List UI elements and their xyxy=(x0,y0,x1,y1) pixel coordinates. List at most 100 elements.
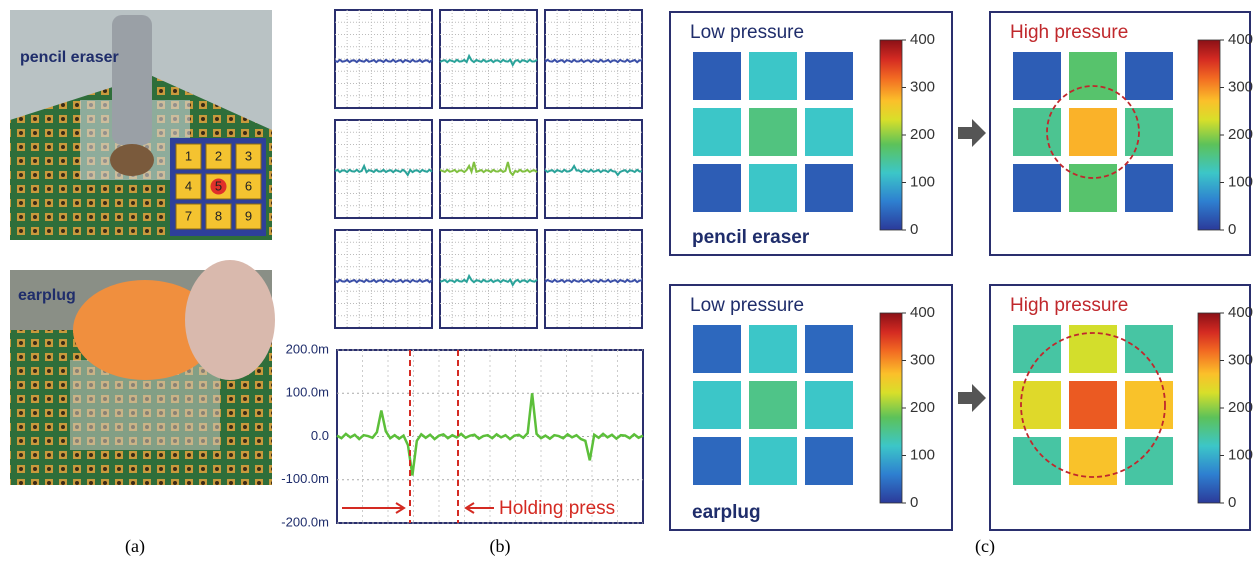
y-tick-label: -100.0m xyxy=(281,471,329,486)
scope-thumbnail xyxy=(334,229,433,329)
heatmap-cell xyxy=(1069,164,1117,212)
colorbar-tick-label: 0 xyxy=(910,221,918,238)
scope-trace xyxy=(544,58,643,64)
keypad-key xyxy=(235,143,262,170)
scope-thumbnail xyxy=(334,9,433,109)
panel-label: (a) xyxy=(125,536,145,557)
colorbar-tick-label: 100 xyxy=(910,446,935,463)
colorbar-tick-label: 300 xyxy=(1228,351,1253,368)
y-tick-label: -200.0m xyxy=(281,514,329,529)
colorbar-tick-label: 200 xyxy=(910,399,935,416)
heatmap-cell xyxy=(805,437,853,485)
colorbar-tick-label: 400 xyxy=(1228,31,1253,48)
y-tick-label: 100.0m xyxy=(286,385,329,400)
keypad-key xyxy=(175,143,202,170)
arrow xyxy=(464,502,494,514)
heatmap-cell xyxy=(1013,164,1061,212)
photo-label: earplug xyxy=(18,287,76,304)
colorbar xyxy=(1197,312,1221,504)
colorbar-tick-label: 0 xyxy=(1228,494,1236,511)
colorbar-tick-label: 200 xyxy=(1228,399,1253,416)
highlight-circle xyxy=(1020,332,1166,478)
photo-label: pencil eraser xyxy=(20,49,119,66)
scope-thumbnail xyxy=(544,9,643,109)
photo-earplug xyxy=(10,260,275,485)
heatmap-cell xyxy=(693,381,741,429)
heatmap-cell xyxy=(749,437,797,485)
colorbar-tick-label: 200 xyxy=(1228,126,1253,143)
colorbar-tick-label: 0 xyxy=(1228,221,1236,238)
panel-label: (b) xyxy=(490,536,511,557)
line-series xyxy=(336,393,644,476)
heatmap-cell xyxy=(805,164,853,212)
heatmap-cell xyxy=(693,325,741,373)
y-tick-label: 0.0 xyxy=(311,428,329,443)
heatmap-cell xyxy=(693,52,741,100)
colorbar-tick-label: 300 xyxy=(910,78,935,95)
colorbar-tick-label: 100 xyxy=(1228,446,1253,463)
keypad-number: 3 xyxy=(245,148,252,163)
transition-arrow xyxy=(958,119,986,147)
heatmap-cell xyxy=(1069,108,1117,156)
keypad-key xyxy=(205,143,232,170)
heatmap-cell xyxy=(749,381,797,429)
eraser-tip xyxy=(110,144,154,176)
heatmap-cell xyxy=(1125,108,1173,156)
scope-trace xyxy=(439,273,538,288)
heatmap-cell xyxy=(1125,325,1173,373)
colorbar-tick-label: 300 xyxy=(910,351,935,368)
heatmap-cell xyxy=(1013,325,1061,373)
heatmap-cell xyxy=(1125,164,1173,212)
heatmap-cell xyxy=(693,108,741,156)
keypad-number: 1 xyxy=(185,148,192,163)
scope-trace xyxy=(544,278,643,284)
keypad-key xyxy=(175,173,202,200)
keypad-key xyxy=(235,173,262,200)
y-tick-label: 200.0m xyxy=(286,341,329,356)
transition-arrow xyxy=(958,384,986,412)
keypad-number: 7 xyxy=(185,208,192,223)
colorbar-tick-label: 400 xyxy=(910,304,935,321)
heatmap-cell xyxy=(749,108,797,156)
keypad-key xyxy=(235,203,262,230)
colorbar-tick-label: 400 xyxy=(910,31,935,48)
colorbar xyxy=(879,312,903,504)
colorbar-tick-label: 200 xyxy=(910,126,935,143)
colorbar-tick-label: 400 xyxy=(1228,304,1253,321)
heatmap-cell xyxy=(693,437,741,485)
colorbar xyxy=(1197,39,1221,231)
colorbar-tick-label: 300 xyxy=(1228,78,1253,95)
scope-trace xyxy=(439,53,538,68)
scope-thumbnail xyxy=(439,119,538,219)
heatmap-cell xyxy=(1125,437,1173,485)
scope-trace xyxy=(544,163,643,177)
scope-thumbnail xyxy=(439,9,538,109)
heatmap-title: High pressure xyxy=(1010,295,1128,316)
heatmap-title: High pressure xyxy=(1010,22,1128,43)
scope-thumbnail xyxy=(334,119,433,219)
panel-label: (c) xyxy=(975,536,995,557)
keypad-number: 8 xyxy=(215,208,222,223)
annotation: Holding press xyxy=(499,498,615,519)
keypad-number: 5 xyxy=(215,178,222,193)
probe xyxy=(112,15,152,145)
object-label: pencil eraser xyxy=(692,227,810,248)
keypad-key xyxy=(205,203,232,230)
keypad-number: 9 xyxy=(245,208,252,223)
heatmap-cell xyxy=(1069,52,1117,100)
finger xyxy=(185,260,275,380)
heatmap-cell xyxy=(749,164,797,212)
keypad-number: 6 xyxy=(245,178,252,193)
highlight-circle xyxy=(1046,85,1140,179)
earplug-object xyxy=(73,280,217,380)
heatmap-cell xyxy=(805,381,853,429)
heatmap-cell xyxy=(693,164,741,212)
object-label: earplug xyxy=(692,502,761,523)
colorbar-tick-label: 100 xyxy=(1228,173,1253,190)
heatmap-title: Low pressure xyxy=(690,22,804,43)
keypad-key xyxy=(175,203,202,230)
heatmap-cell xyxy=(1013,52,1061,100)
scope-trace xyxy=(334,278,433,284)
heatmap-cell xyxy=(749,325,797,373)
